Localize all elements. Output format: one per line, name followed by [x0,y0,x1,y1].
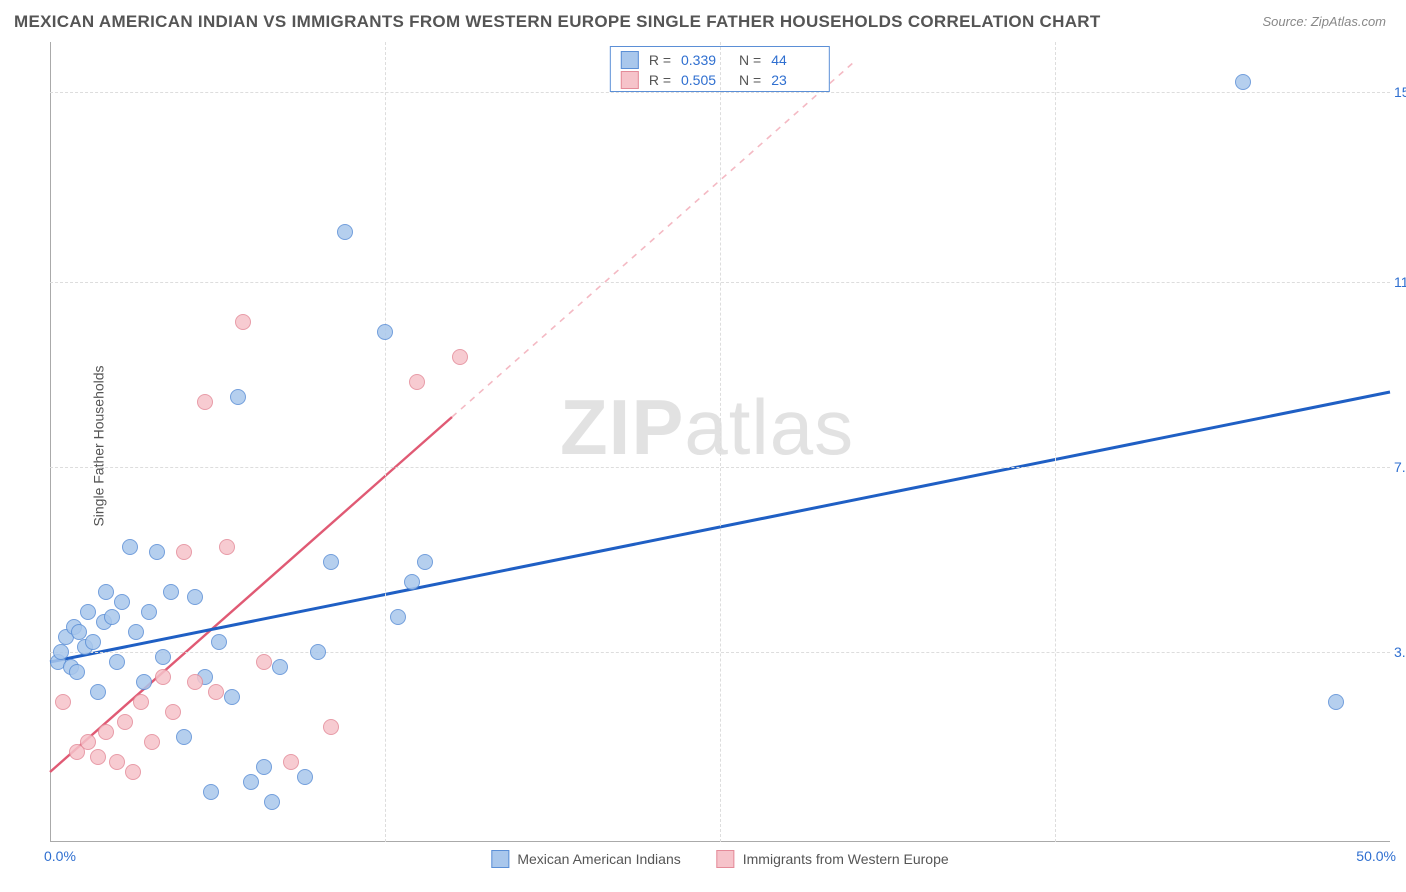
data-point [323,554,339,570]
data-point [230,389,246,405]
source-label: Source: ZipAtlas.com [1262,14,1386,29]
data-point [163,584,179,600]
data-point [243,774,259,790]
data-point [125,764,141,780]
data-point [90,749,106,765]
gridline-x [385,42,386,842]
y-axis-line [50,42,51,842]
data-point [417,554,433,570]
r-value: 0.505 [681,70,729,90]
data-point [208,684,224,700]
data-point [176,544,192,560]
y-tick-label: 11.2% [1394,274,1406,290]
trend-line [452,62,854,417]
data-point [1328,694,1344,710]
data-point [409,374,425,390]
data-point [235,314,251,330]
r-label: R = [649,50,671,70]
data-point [203,784,219,800]
n-value: 44 [771,50,819,70]
r-label: R = [649,70,671,90]
data-point [155,669,171,685]
data-point [1235,74,1251,90]
data-point [98,584,114,600]
legend-swatch [717,850,735,868]
n-label: N = [739,50,761,70]
data-point [337,224,353,240]
data-point [149,544,165,560]
legend-label: Mexican American Indians [517,851,680,867]
data-point [69,664,85,680]
data-point [114,594,130,610]
data-point [165,704,181,720]
legend-swatch [621,71,639,89]
legend-item: Mexican American Indians [491,850,680,868]
data-point [452,349,468,365]
data-point [53,644,69,660]
legend-swatch [621,51,639,69]
legend-item: Immigrants from Western Europe [717,850,949,868]
legend-label: Immigrants from Western Europe [743,851,949,867]
data-point [404,574,420,590]
data-point [219,539,235,555]
data-point [187,674,203,690]
data-point [85,634,101,650]
data-point [122,539,138,555]
data-point [136,674,152,690]
data-point [109,654,125,670]
n-value: 23 [771,70,819,90]
data-point [187,589,203,605]
data-point [104,609,120,625]
data-point [90,684,106,700]
series-legend: Mexican American Indians Immigrants from … [491,850,948,868]
data-point [144,734,160,750]
data-point [224,689,240,705]
data-point [310,644,326,660]
chart-title: MEXICAN AMERICAN INDIAN VS IMMIGRANTS FR… [14,12,1101,32]
data-point [80,604,96,620]
data-point [133,694,149,710]
data-point [117,714,133,730]
data-point [80,734,96,750]
data-point [272,659,288,675]
data-point [211,634,227,650]
data-point [109,754,125,770]
data-point [155,649,171,665]
data-point [297,769,313,785]
data-point [323,719,339,735]
y-tick-label: 3.8% [1394,644,1406,660]
n-label: N = [739,70,761,90]
watermark: ZIPatlas [560,382,854,473]
data-point [98,724,114,740]
gridline-x [720,42,721,842]
data-point [377,324,393,340]
data-point [55,694,71,710]
data-point [176,729,192,745]
x-axis-max-label: 50.0% [1356,848,1396,864]
data-point [256,654,272,670]
data-point [283,754,299,770]
data-point [390,609,406,625]
gridline-x [1055,42,1056,842]
legend-swatch [491,850,509,868]
data-point [197,394,213,410]
x-axis-min-label: 0.0% [44,848,76,864]
y-tick-label: 15.0% [1394,84,1406,100]
data-point [141,604,157,620]
data-point [264,794,280,810]
data-point [128,624,144,640]
data-point [256,759,272,775]
y-tick-label: 7.5% [1394,459,1406,475]
r-value: 0.339 [681,50,729,70]
scatter-plot: ZIPatlas R =0.339N =44R =0.505N =23 0.0%… [50,42,1390,842]
